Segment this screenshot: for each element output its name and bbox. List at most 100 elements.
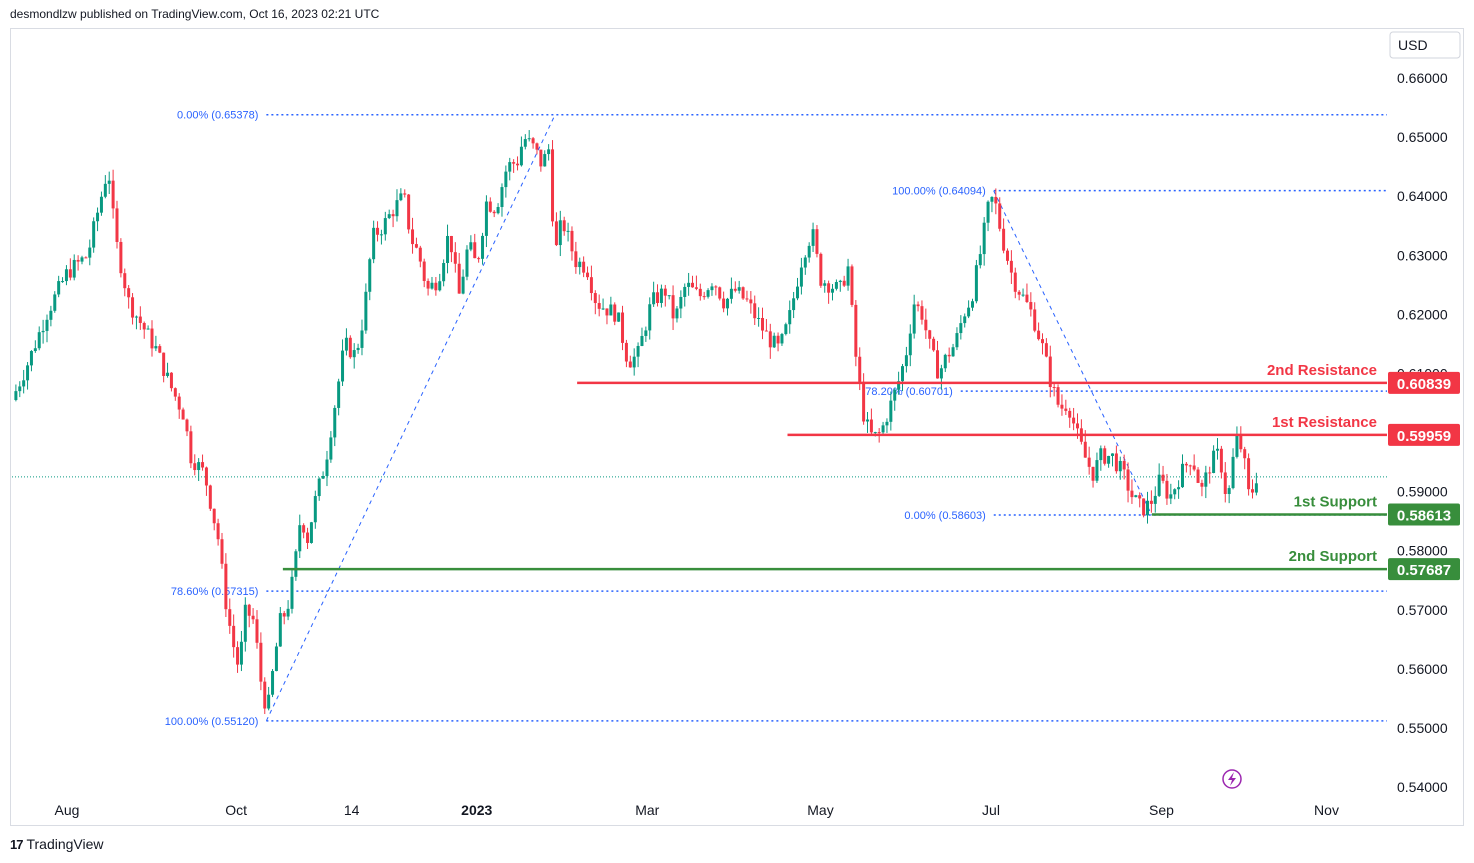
- candle-body: [1068, 410, 1072, 418]
- candle-body: [236, 647, 240, 665]
- fib-level-label: 0.00% (0.65378): [177, 110, 258, 122]
- candle-body: [776, 335, 780, 344]
- candle-body: [317, 478, 321, 497]
- candle-body: [1188, 465, 1192, 467]
- candle-body: [1048, 356, 1052, 388]
- x-tick-label: 2023: [461, 802, 492, 818]
- y-tick-label: 0.62000: [1397, 306, 1448, 322]
- candle-body: [838, 280, 842, 283]
- candle-body: [936, 350, 940, 379]
- candle-body: [57, 281, 61, 295]
- candle-body: [597, 303, 601, 309]
- candle-body: [368, 259, 372, 292]
- y-tick-label: 0.59000: [1397, 484, 1448, 500]
- candle-body: [698, 288, 702, 297]
- candle-body: [232, 625, 236, 648]
- candle-body: [22, 380, 26, 387]
- candle-body: [815, 229, 819, 254]
- candle-body: [76, 259, 80, 262]
- candle-body: [609, 304, 613, 316]
- candle-body: [1040, 339, 1044, 344]
- candle-body: [162, 352, 166, 376]
- level-label: 1st Support: [1294, 493, 1377, 510]
- level-price-box: [1388, 503, 1460, 526]
- candle-body: [691, 282, 695, 288]
- candle-body: [208, 485, 212, 509]
- candle-body: [1037, 330, 1041, 340]
- candle-body: [286, 608, 290, 617]
- candle-body: [1013, 272, 1017, 292]
- candle-body: [582, 261, 586, 273]
- candle-body: [446, 235, 450, 264]
- currency-box[interactable]: [1389, 31, 1461, 59]
- candle-body: [901, 366, 905, 382]
- candle-body: [1033, 309, 1037, 331]
- candle-body: [799, 267, 803, 287]
- candle-body: [111, 180, 115, 209]
- candle-body: [741, 287, 745, 299]
- candle-body: [212, 508, 216, 524]
- candle-body: [904, 355, 908, 367]
- candle-body: [535, 143, 539, 150]
- y-tick-label: 0.66000: [1397, 70, 1448, 86]
- lightning-icon[interactable]: [1222, 769, 1242, 789]
- fib-level-label: 78.20% (0.60701): [865, 386, 952, 398]
- candle-body: [823, 283, 827, 286]
- fib-trend-line: [265, 114, 556, 722]
- candle-body: [134, 316, 138, 318]
- candle-body: [1017, 291, 1021, 295]
- candle-body: [239, 641, 243, 665]
- candle-body: [251, 615, 255, 620]
- candle-body: [181, 409, 185, 420]
- candle-body: [1103, 448, 1107, 464]
- x-tick-label: Aug: [55, 802, 80, 818]
- candle-body: [1025, 294, 1029, 303]
- candle-body: [220, 539, 224, 564]
- candle-body: [1072, 417, 1076, 424]
- fib-level-label: 0.00% (0.58603): [904, 510, 985, 522]
- candle-body: [158, 346, 162, 353]
- level-price-box: [1388, 423, 1460, 446]
- candle-body: [107, 180, 111, 184]
- candle-body: [842, 280, 846, 286]
- candle-body: [877, 432, 881, 434]
- candle-body: [733, 288, 737, 291]
- candle-body: [263, 681, 267, 709]
- level-label: 1st Resistance: [1272, 414, 1377, 431]
- y-tick-label: 0.64000: [1397, 188, 1448, 204]
- candle-body: [831, 288, 835, 293]
- candle-body: [49, 310, 53, 320]
- candle-body: [1204, 472, 1208, 487]
- candle-body: [753, 303, 757, 319]
- candle-body: [278, 613, 282, 647]
- x-tick-label: Jul: [982, 802, 1000, 818]
- candle-body: [1118, 460, 1122, 472]
- candle-body: [92, 221, 96, 248]
- candle-body: [1056, 387, 1060, 405]
- candle-body: [943, 354, 947, 369]
- candle-body: [438, 281, 442, 291]
- candle-body: [18, 386, 22, 392]
- candle-body: [889, 400, 893, 422]
- candle-body: [255, 619, 259, 643]
- candle-body: [737, 287, 741, 291]
- candle-body: [566, 230, 570, 232]
- chart-frame: [10, 28, 1464, 826]
- candle-body: [1200, 482, 1204, 487]
- candle-body: [916, 304, 920, 307]
- tradingview-footer[interactable]: 17 TradingView: [10, 836, 104, 852]
- lightning-bolt-icon: [1228, 772, 1236, 786]
- candle-body: [407, 194, 411, 230]
- candle-body: [1091, 466, 1095, 481]
- candle-body: [325, 459, 329, 476]
- candle-body: [1208, 472, 1212, 474]
- candle-body: [527, 138, 531, 140]
- candle-body: [928, 330, 932, 339]
- candle-body: [675, 308, 679, 319]
- candle-body: [127, 288, 131, 298]
- candle-body: [1044, 343, 1048, 357]
- candle-body: [313, 496, 317, 523]
- candle-body: [761, 317, 765, 331]
- candle-body: [959, 323, 963, 334]
